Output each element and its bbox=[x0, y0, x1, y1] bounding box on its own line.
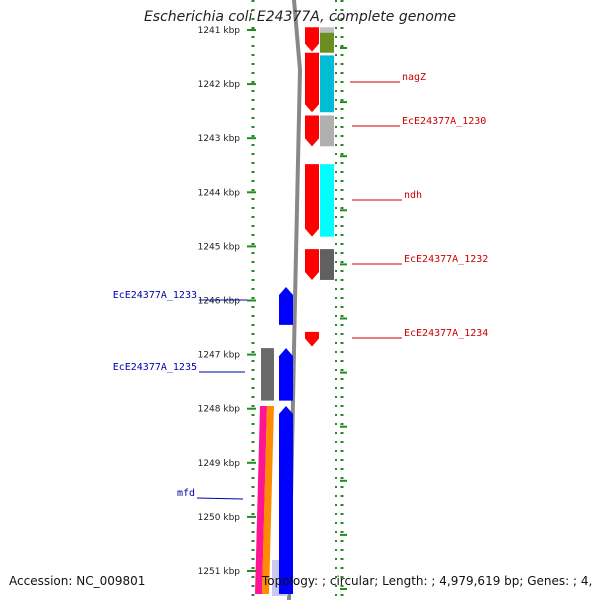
gene-arrow-forward[interactable] bbox=[305, 115, 319, 147]
gene-label[interactable]: ndh bbox=[404, 190, 422, 201]
length-label: Length: bbox=[382, 574, 428, 588]
gene-arrow-forward[interactable] bbox=[305, 164, 319, 237]
feature-block-forward bbox=[320, 249, 334, 280]
gene-arrow-reverse[interactable] bbox=[279, 348, 293, 401]
axis-tick-label: 1246 kbp bbox=[198, 297, 241, 307]
track-layer bbox=[255, 0, 334, 600]
axis-tick-label: 1250 kbp bbox=[198, 513, 241, 523]
axis-tick-label: 1241 kbp bbox=[198, 26, 241, 36]
axis-tick-label: 1248 kbp bbox=[198, 405, 241, 415]
axis-tick-label: 1244 kbp bbox=[198, 188, 241, 198]
scale-layer: 1241 kbp 1242 kbp 1243 kbp 1244 kbp 1245 kbp… bbox=[198, 0, 347, 600]
accession-label: Accession: bbox=[9, 574, 73, 588]
feature-block-forward bbox=[320, 55, 334, 113]
accession-info: Accession: NC_009801 bbox=[9, 574, 145, 588]
topology-stat: Topology: circular bbox=[262, 574, 374, 588]
feature-block-forward bbox=[320, 27, 334, 33]
gene-layer bbox=[279, 27, 319, 594]
topology-label: Topology: bbox=[262, 574, 319, 588]
gene-label[interactable]: EcE24377A_1233 bbox=[113, 290, 197, 301]
feature-block-forward bbox=[320, 115, 334, 147]
gene-arrow-reverse[interactable] bbox=[279, 286, 293, 325]
axis-tick-label: 1245 kbp bbox=[198, 242, 241, 252]
genes-value: 4,863 bbox=[573, 574, 592, 588]
gene-label-leader bbox=[196, 497, 244, 500]
feature-block-forward bbox=[320, 32, 334, 53]
feature-block-reverse bbox=[261, 348, 274, 401]
gene-arrow-forward[interactable] bbox=[305, 52, 319, 113]
gene-label[interactable]: EcE24377A_1230 bbox=[402, 116, 486, 127]
genome-title: Escherichia coli E24377A, complete genom… bbox=[143, 9, 457, 25]
gene-arrow-forward[interactable] bbox=[305, 249, 319, 280]
gene-label[interactable]: mfd bbox=[177, 488, 195, 499]
axis-tick-label: 1243 kbp bbox=[198, 134, 241, 144]
genes-stat: Genes: 4,863 bbox=[519, 574, 592, 588]
feature-block-forward bbox=[320, 164, 334, 237]
axis-tick-label: 1242 kbp bbox=[198, 80, 241, 90]
gene-label[interactable]: EcE24377A_1232 bbox=[404, 254, 488, 265]
gene-arrow-forward[interactable] bbox=[305, 331, 319, 347]
gene-label[interactable]: EcE24377A_1234 bbox=[404, 328, 488, 339]
gene-arrow-forward[interactable] bbox=[305, 27, 319, 52]
gene-label[interactable]: nagZ bbox=[402, 72, 426, 83]
genes-label: Genes: bbox=[527, 574, 570, 588]
topology-value: circular bbox=[322, 574, 374, 588]
feature-stripe-reverse bbox=[262, 405, 274, 594]
length-stat: Length: 4,979,619 bp bbox=[374, 574, 519, 588]
axis-tick-label: 1249 kbp bbox=[198, 459, 241, 469]
accession-value: NC_009801 bbox=[76, 574, 146, 588]
gene-label[interactable]: EcE24377A_1235 bbox=[113, 362, 197, 373]
gene-arrow-reverse[interactable] bbox=[279, 405, 293, 594]
axis-tick-label: 1247 kbp bbox=[198, 351, 241, 361]
feature-stripe-reverse bbox=[255, 405, 267, 594]
axis-tick-label: 1251 kbp bbox=[198, 567, 241, 577]
length-value: 4,979,619 bp bbox=[431, 574, 519, 588]
genome-stats: Topology: circularLength: 4,979,619 bpGe… bbox=[262, 574, 592, 588]
